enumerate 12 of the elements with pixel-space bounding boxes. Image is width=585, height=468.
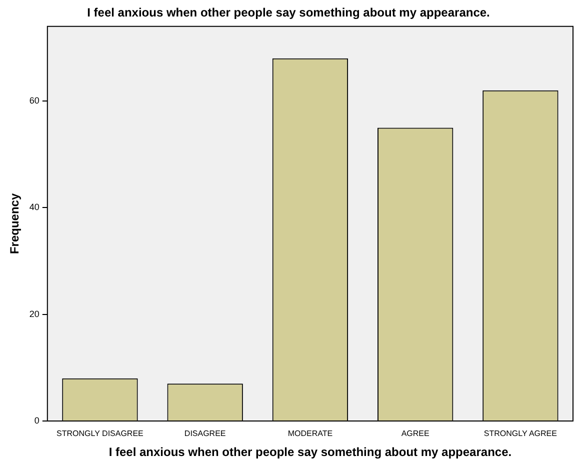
- y-tick-label: 60: [29, 96, 40, 106]
- x-axis-title: I feel anxious when other people say something about my appearance.: [108, 445, 512, 460]
- x-tick-label: AGREE: [401, 429, 430, 438]
- y-tick-label: 20: [29, 308, 40, 319]
- y-tick-label: 40: [29, 202, 40, 212]
- chart-title: I feel anxious when other people say something about my appearance.: [87, 6, 490, 20]
- x-tick-label: STRONGLY AGREE: [484, 429, 557, 438]
- y-tick-label: 0: [34, 415, 40, 426]
- y-axis-title: Frequency: [8, 193, 22, 254]
- x-tick-label: MODERATE: [288, 429, 333, 438]
- x-tick-label: STRONGLY DISAGREE: [56, 429, 144, 438]
- x-tick-label: DISAGREE: [184, 429, 226, 438]
